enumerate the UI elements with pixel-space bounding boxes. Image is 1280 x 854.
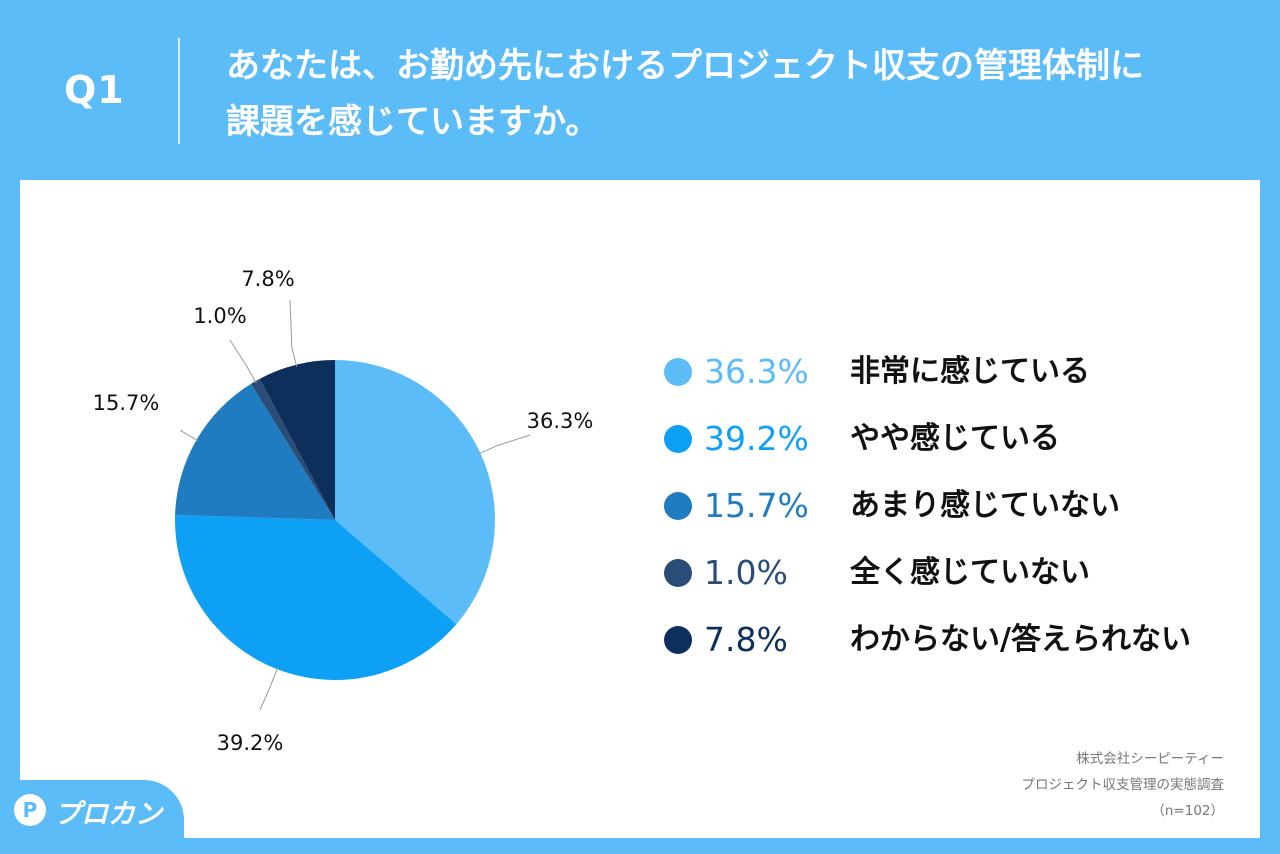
pie-slice: [250, 378, 335, 520]
legend-label: 全く感じていない: [850, 555, 1090, 590]
source-sample-size: （n=102）: [1151, 803, 1224, 819]
legend-item: 7.8% わからない/答えられない: [660, 618, 1240, 685]
question-title: あなたは、お勤め先におけるプロジェクト収支の管理体制に 課題を感じていますか。: [226, 38, 1246, 150]
leader-line: [229, 339, 257, 384]
pie-slice: [175, 514, 457, 681]
legend-item: 36.3% 非常に感じている: [660, 350, 1240, 417]
slice-value-label: 1.0%: [193, 304, 246, 328]
legend: 36.3% 非常に感じている 39.2% やや感じている 15.7% あまり感じ…: [660, 350, 1240, 685]
legend-label: わからない/答えられない: [850, 622, 1191, 657]
legend-percent: 7.8%: [704, 620, 788, 659]
legend-swatch: [664, 358, 692, 386]
legend-percent: 1.0%: [704, 553, 788, 592]
legend-swatch: [664, 425, 692, 453]
pie-slice: [335, 360, 495, 625]
pie-slice: [259, 360, 335, 520]
legend-percent: 36.3%: [704, 352, 809, 391]
legend-label: あまり感じていない: [850, 488, 1120, 523]
source-survey: プロジェクト収支管理の実態調査: [1021, 777, 1225, 793]
question-number: Q1: [64, 68, 125, 112]
legend-label: 非常に感じている: [850, 354, 1090, 389]
slice-value-label: 39.2%: [217, 731, 284, 755]
legend-swatch: [664, 559, 692, 587]
leader-line: [180, 429, 199, 442]
source-company: 株式会社シーピーティー: [1076, 751, 1224, 767]
legend-item: 1.0% 全く感じていない: [660, 551, 1240, 618]
leader-line: [289, 299, 298, 367]
logo-icon: P: [14, 794, 46, 826]
legend-label: やや感じている: [850, 421, 1060, 456]
question-line-2: 課題を感じていますか。: [226, 102, 600, 142]
leader-line: [259, 667, 279, 711]
legend-item: 15.7% あまり感じていない: [660, 484, 1240, 551]
pie-slice: [175, 383, 335, 520]
header-divider: [178, 38, 180, 144]
slice-value-label: 7.8%: [241, 267, 294, 291]
brand-logo: P プロカン: [0, 780, 184, 840]
logo-text: プロカン: [54, 799, 162, 830]
question-line-1: あなたは、お勤め先におけるプロジェクト収支の管理体制に: [226, 46, 1144, 86]
leader-line: [478, 434, 531, 455]
logo-mark-letter: P: [22, 798, 38, 822]
legend-swatch: [664, 492, 692, 520]
chart-card: 36.3% 39.2% 15.7% 1.0% 7.8% 36.3% 非常に感じている 3…: [20, 180, 1260, 838]
legend-swatch: [664, 626, 692, 654]
slice-value-label: 36.3%: [527, 409, 594, 433]
legend-percent: 15.7%: [704, 486, 809, 525]
source-note: 株式会社シーピーティー プロジェクト収支管理の実態調査 （n=102）: [1022, 746, 1225, 824]
pie-chart: 36.3% 39.2% 15.7% 1.0% 7.8%: [93, 267, 594, 755]
legend-item: 39.2% やや感じている: [660, 417, 1240, 484]
legend-percent: 39.2%: [704, 419, 809, 458]
slice-value-label: 15.7%: [93, 391, 160, 415]
